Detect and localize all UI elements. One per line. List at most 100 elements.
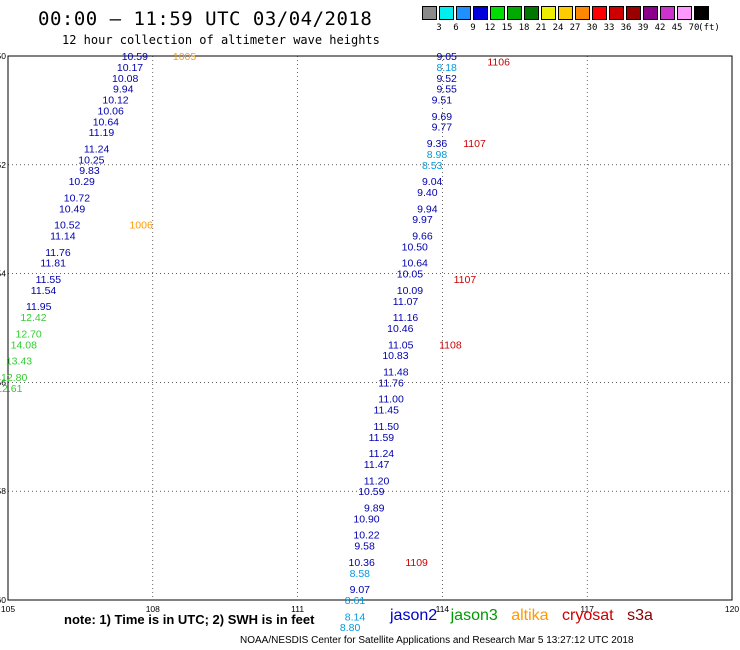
wave-height-label: 10.90	[353, 513, 379, 525]
time-annotation: 1107	[454, 274, 477, 286]
wave-height-label: 11.00	[378, 394, 404, 406]
wave-height-label: 13.43	[6, 356, 32, 368]
scale-label: 3	[436, 23, 442, 33]
scale-swatch	[439, 6, 454, 20]
scale-swatch	[575, 6, 590, 20]
wave-height-label: 9.05	[436, 51, 457, 63]
scale-swatch	[643, 6, 658, 20]
wave-height-label: 10.22	[353, 530, 379, 542]
scale-label: 36	[620, 23, 632, 33]
wave-height-label: 10.08	[112, 73, 138, 85]
wave-height-label: 10.50	[402, 241, 428, 253]
scale-swatch	[609, 6, 624, 20]
wave-height-label: 11.95	[26, 301, 52, 313]
scale-label: 27	[569, 23, 581, 33]
wave-height-label: 9.83	[79, 165, 100, 177]
wave-height-label: 11.55	[36, 274, 62, 286]
scale-unit: (ft)	[698, 23, 720, 33]
wave-height-label: 11.81	[40, 258, 66, 270]
wave-height-label: 11.76	[378, 377, 404, 389]
wave-height-label: 9.07	[350, 584, 371, 596]
scale-swatch	[677, 6, 692, 20]
y-tick-label: -58	[0, 486, 6, 496]
time-annotation: 1106	[487, 56, 510, 68]
wave-height-label: 10.46	[387, 323, 413, 335]
wave-height-label: 10.64	[93, 116, 119, 128]
x-tick-label: 120	[725, 604, 739, 614]
y-tick-label: -50	[0, 51, 6, 61]
x-tick-label: 108	[146, 604, 160, 614]
scale-label: 24	[552, 23, 564, 33]
wave-height-label: 10.36	[349, 557, 375, 569]
wave-height-label: 8.98	[427, 149, 448, 161]
legend-s3a: s3a	[627, 607, 653, 624]
scale-swatch	[558, 6, 573, 20]
scale-label: 39	[637, 23, 649, 33]
scale-swatch	[541, 6, 556, 20]
wave-height-label: 10.49	[59, 203, 85, 215]
wave-height-label: 10.06	[98, 105, 124, 117]
time-annotation: 1005	[173, 51, 197, 63]
scale-swatch	[524, 6, 539, 20]
wave-height-label: 9.55	[436, 84, 457, 96]
wave-height-label: 10.52	[54, 220, 80, 232]
wave-height-label: 12.61	[0, 383, 23, 395]
wave-height-label: 9.51	[432, 95, 453, 107]
wave-height-label: 9.04	[422, 176, 443, 188]
wave-height-label: 8.14	[345, 611, 366, 623]
wave-height-label: 11.76	[45, 247, 71, 259]
wave-height-label: 9.94	[417, 203, 438, 215]
wave-height-label: 11.47	[364, 459, 390, 471]
legend-altika: altika	[511, 607, 549, 624]
chart-subtitle: 12 hour collection of altimeter wave hei…	[62, 33, 380, 47]
wave-height-label: 9.58	[354, 541, 375, 553]
wave-height-label: 12.70	[16, 328, 42, 340]
wave-height-label: 10.25	[78, 154, 104, 166]
scale-swatch	[456, 6, 471, 20]
wave-height-label: 9.69	[432, 111, 453, 123]
wave-height-label: 11.50	[373, 421, 399, 433]
scale-swatch	[507, 6, 522, 20]
wave-height-label: 10.64	[402, 258, 428, 270]
wave-height-label: 11.14	[50, 231, 76, 243]
y-tick-label: -56	[0, 377, 6, 387]
x-tick-label: 114	[436, 604, 450, 614]
wave-height-label: 8.53	[422, 160, 443, 172]
y-tick-label: -60	[0, 595, 6, 605]
chart-title: 00:00 – 11:59 UTC 03/04/2018	[38, 8, 373, 30]
wave-height-label: 9.77	[432, 122, 453, 134]
chart-note: note: 1) Time is in UTC; 2) SWH is in fe…	[64, 612, 315, 627]
wave-height-label: 11.07	[393, 296, 419, 308]
scale-label: 42	[654, 23, 666, 33]
wave-height-label: 9.94	[113, 84, 134, 96]
wave-height-label: 11.45	[373, 405, 399, 417]
scale-swatch	[626, 6, 641, 20]
wave-height-label: 10.59	[358, 486, 384, 498]
wave-height-label: 10.12	[102, 95, 128, 107]
wave-height-label: 14.08	[11, 339, 37, 351]
wave-height-label: 10.59	[122, 51, 148, 63]
legend-jason2: jason2	[390, 607, 438, 624]
wave-height-label: 9.40	[417, 187, 438, 199]
scale-label: 18	[518, 23, 530, 33]
wave-height-label: 8.61	[345, 595, 366, 607]
wave-height-label: 10.72	[64, 192, 90, 204]
plot-frame	[7, 55, 733, 601]
time-annotation: 1108	[439, 339, 462, 351]
wave-height-label: 11.05	[388, 339, 414, 351]
wave-height-label: 11.20	[364, 475, 390, 487]
scale-label: 15	[501, 23, 513, 33]
x-tick-label: 111	[291, 604, 304, 614]
wave-height-label: 11.54	[31, 285, 57, 297]
wave-height-label: 11.24	[369, 448, 395, 460]
time-annotation: 1006	[129, 220, 153, 232]
scale-label: 45	[671, 23, 683, 33]
scale-swatch	[694, 6, 709, 20]
wave-height-label: 11.59	[369, 432, 395, 444]
scale-swatch	[592, 6, 607, 20]
wave-height-label: 10.05	[397, 269, 423, 281]
wave-height-label: 11.16	[393, 312, 419, 324]
wave-height-label: 9.97	[412, 214, 433, 226]
wave-height-label: 10.09	[397, 285, 423, 297]
time-annotation: 1107	[463, 138, 486, 150]
